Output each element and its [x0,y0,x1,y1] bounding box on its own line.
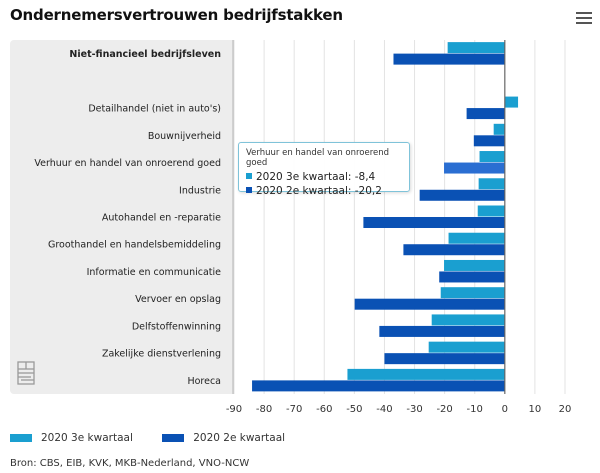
bar-chart: Niet-financieel bedrijfsleven Detailhande… [34,40,572,415]
category-label: Informatie en communicatie [87,267,222,278]
category-label: Zakelijke dienstverlening [102,349,221,360]
bar-q2[interactable] [354,298,505,310]
bar-q3[interactable] [493,123,505,135]
x-tick-label: -70 [286,404,302,415]
bar-q2[interactable] [393,53,505,65]
category-label: Niet-financieel bedrijfsleven [69,49,221,60]
category-label-panel [10,40,233,394]
tooltip-row-q3: 2020 3e kwartaal: -8,4 [246,170,402,184]
category-label: Autohandel en -reparatie [102,213,221,224]
legend-item-q3[interactable]: 2020 3e kwartaal [10,432,133,444]
bar-q2[interactable] [379,325,505,337]
legend-label-q3: 2020 3e kwartaal [41,432,133,444]
bar-q3[interactable] [478,178,505,190]
bar-q2[interactable] [403,244,505,256]
bar-q3[interactable] [504,96,519,108]
legend-swatch-q3 [10,434,32,442]
bar-q2[interactable] [419,189,505,201]
category-label: Horeca [187,376,221,387]
legend-label-q2: 2020 2e kwartaal [193,432,286,444]
x-tick-label: 10 [529,404,542,415]
x-tick-label: -30 [406,404,422,415]
category-label: Industrie [179,185,221,196]
x-tick-label: -10 [467,404,483,415]
bar-q3[interactable] [431,314,505,326]
category-labels: Niet-financieel bedrijfsleven Detailhande… [34,49,221,387]
category-label: Vervoer en opslag [135,294,221,305]
x-tick-label: -20 [436,404,452,415]
tooltip-value-q3: 2020 3e kwartaal: -8,4 [256,171,376,183]
tooltip-row-q2: 2020 2e kwartaal: -20,2 [246,184,402,198]
bar-q2[interactable] [384,353,505,365]
tooltip-swatch-q3 [246,173,252,179]
bar-q2[interactable] [363,217,505,228]
bar-q2[interactable] [444,162,505,174]
bar-q3[interactable] [448,232,505,244]
bars [252,40,519,394]
category-label: Detailhandel (niet in auto's) [88,104,221,115]
x-tick-label: 20 [559,404,572,415]
category-label: Delfstoffenwinning [132,321,221,332]
category-label: Bouwnijverheid [148,131,221,142]
x-tick-label: 0 [502,404,508,415]
bar-q3[interactable] [440,287,505,299]
hamburger-menu-icon[interactable] [576,12,592,26]
tooltip: Verhuur en handel van onroerend goed 202… [238,142,410,197]
x-tick-label: -50 [346,404,362,415]
x-tick-label: -80 [256,404,272,415]
bar-q2[interactable] [439,271,505,283]
bar-q2[interactable] [252,380,505,392]
category-label: Groothandel en handelsbemiddeling [48,240,221,251]
bar-q3[interactable] [479,151,505,163]
bar-q3[interactable] [428,341,505,353]
bar-q3[interactable] [447,42,505,54]
bar-q3[interactable] [477,205,505,217]
tooltip-heading: Verhuur en handel van onroerend goed [246,148,390,168]
chart-title: Ondernemersvertrouwen bedrijfstakken [10,6,343,24]
bar-q2[interactable] [473,135,505,147]
x-tick-label: -90 [226,404,242,415]
bar-q3[interactable] [347,368,505,380]
cbs-logo-icon [17,361,35,385]
tooltip-value-q2: 2020 2e kwartaal: -20,2 [256,185,382,197]
tooltip-swatch-q2 [246,187,252,193]
legend-swatch-q2 [162,434,185,442]
bar-q3[interactable] [444,259,505,271]
source-note: Bron: CBS, EIB, KVK, MKB-Nederland, VNO-… [10,458,250,469]
category-label: Verhuur en handel van onroerend goed [34,158,221,169]
x-axis-ticks: -90 -80 -70 -60 -50 -40 -30 -20 -10 0 10 20 [226,404,572,415]
legend-item-q2[interactable]: 2020 2e kwartaal [162,432,285,444]
bar-q2[interactable] [466,108,505,120]
x-tick-label: -60 [316,404,332,415]
legend: 2020 3e kwartaal 2020 2e kwartaal [10,432,311,445]
x-tick-label: -40 [376,404,392,415]
